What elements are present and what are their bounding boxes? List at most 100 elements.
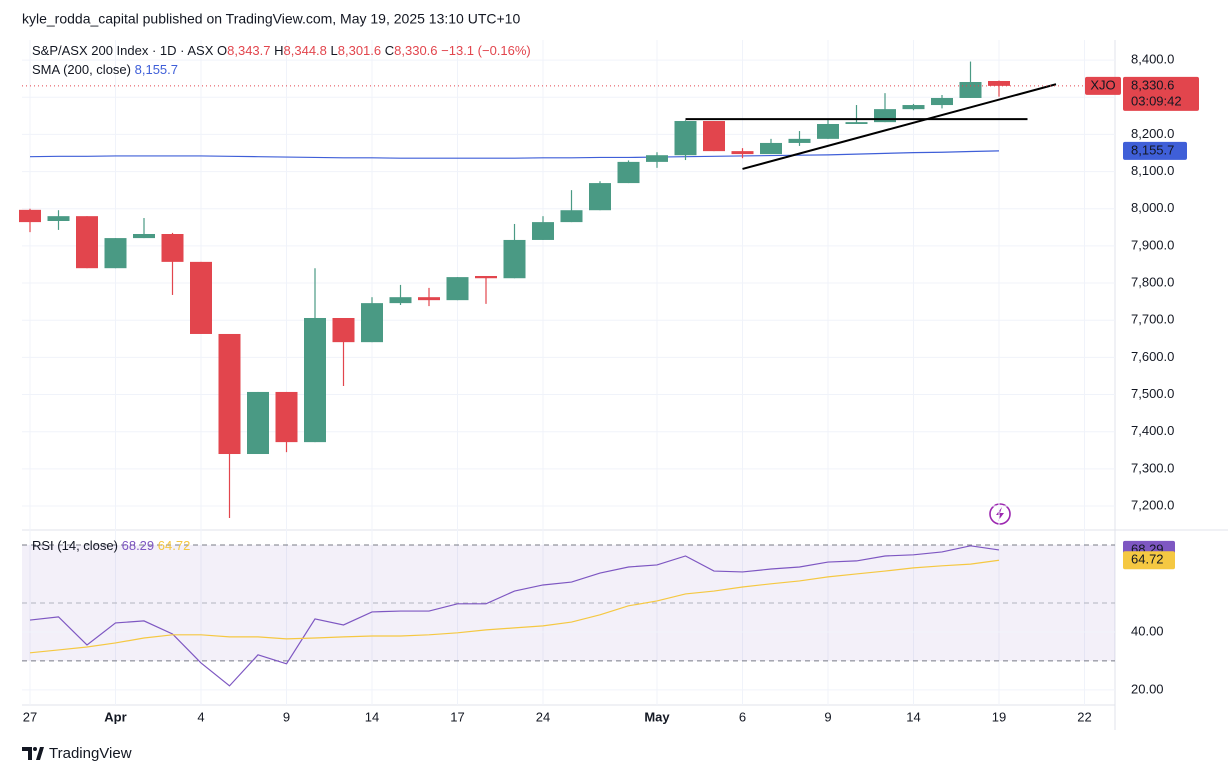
candle-body bbox=[931, 97, 953, 106]
x-tick-label: 22 bbox=[1077, 709, 1091, 724]
legend-key: C bbox=[385, 43, 394, 58]
rsi-badge bbox=[1123, 551, 1175, 570]
candle-body bbox=[731, 151, 754, 155]
y-tick-label: 7,800.0 bbox=[1131, 274, 1174, 289]
logo-mark bbox=[36, 747, 44, 760]
candle-body bbox=[874, 109, 896, 123]
candle-body bbox=[161, 234, 184, 262]
legend-title: S&P/ASX 200 Index · 1D · ASX bbox=[32, 43, 214, 58]
y-tick-label: 7,500.0 bbox=[1131, 386, 1174, 401]
candle-body bbox=[247, 391, 269, 455]
x-tick-label: 17 bbox=[450, 709, 464, 724]
x-tick-label: 24 bbox=[536, 709, 550, 724]
candle-body bbox=[760, 142, 782, 155]
y-tick-label: 7,400.0 bbox=[1131, 423, 1174, 438]
rsi-badge-text: 64.72 bbox=[1131, 552, 1164, 567]
alert-bolt[interactable] bbox=[996, 507, 1004, 521]
candle-body bbox=[133, 234, 155, 239]
candle-body bbox=[902, 105, 925, 110]
logo bbox=[22, 747, 44, 760]
legend-sma-value: 8,155.7 bbox=[135, 62, 178, 77]
candle-body bbox=[788, 138, 811, 143]
candle-body bbox=[503, 239, 526, 279]
candle-body bbox=[47, 216, 70, 221]
candle-body bbox=[845, 122, 868, 124]
x-tick-label: 19 bbox=[992, 709, 1006, 724]
candle-body bbox=[959, 81, 982, 98]
y-tick-label: 7,600.0 bbox=[1131, 349, 1174, 364]
x-tick-label: 9 bbox=[283, 709, 290, 724]
x-tick-label: 27 bbox=[23, 709, 37, 724]
y-tick-label: 7,200.0 bbox=[1131, 497, 1174, 512]
candle-body bbox=[560, 210, 583, 223]
candle-body bbox=[674, 121, 697, 156]
candle-body bbox=[589, 183, 611, 211]
candle-body bbox=[361, 303, 383, 343]
y-tick-label: 7,300.0 bbox=[1131, 460, 1174, 475]
trendline bbox=[742, 83, 1057, 170]
rsi-line bbox=[29, 559, 1000, 654]
rsi-legend-value: 68.29 bbox=[122, 538, 155, 553]
rsi-legend-value: 64.72 bbox=[158, 538, 191, 553]
legend-value: 8,344.8 bbox=[284, 43, 327, 58]
candle-body bbox=[190, 261, 212, 334]
candle-body bbox=[988, 80, 1010, 86]
candle-body bbox=[275, 391, 298, 443]
header: kyle_rodda_capital published on TradingV… bbox=[22, 11, 520, 27]
legend-change: −13.1 (−0.16%) bbox=[441, 43, 531, 58]
x-tick-label: 4 bbox=[197, 709, 204, 724]
legend-value: 8,343.7 bbox=[227, 43, 270, 58]
legend-value: 8,330.6 bbox=[394, 43, 437, 58]
candle-body bbox=[304, 317, 326, 443]
candle-body bbox=[646, 155, 668, 162]
candle-body bbox=[446, 277, 469, 301]
symbol-badge bbox=[1085, 76, 1121, 95]
candle-body bbox=[389, 297, 412, 304]
sma-badge bbox=[1123, 141, 1187, 160]
price-badge bbox=[1123, 76, 1199, 111]
candle-body bbox=[532, 222, 554, 240]
logo-dot bbox=[33, 747, 37, 751]
legend-sma-name: SMA (200, close) bbox=[32, 62, 131, 77]
x-tick-label: Apr bbox=[104, 709, 126, 724]
candle-body bbox=[104, 238, 127, 269]
y-tick-label: 8,400.0 bbox=[1131, 52, 1174, 67]
candle-body bbox=[332, 317, 355, 343]
x-tick-label: 6 bbox=[739, 709, 746, 724]
candle-body bbox=[817, 123, 839, 139]
legend-value: 8,301.6 bbox=[338, 43, 381, 58]
alert-icon[interactable] bbox=[989, 503, 1011, 525]
sma-badge-text: 8,155.7 bbox=[1131, 142, 1174, 157]
logo-mark bbox=[22, 747, 32, 760]
candle-body bbox=[703, 121, 725, 152]
alert-circle[interactable] bbox=[989, 503, 1011, 525]
symbol-badge-text: XJO bbox=[1090, 77, 1115, 92]
legend-key: L bbox=[331, 43, 338, 58]
candle-body bbox=[617, 161, 640, 184]
y-tick-label: 8,100.0 bbox=[1131, 163, 1174, 178]
candle-body bbox=[218, 333, 241, 455]
countdown-text: 03:09:42 bbox=[1131, 93, 1182, 108]
legend-key: O bbox=[217, 43, 227, 58]
legend-ohlc: S&P/ASX 200 Index · 1D · ASX O8,343.7 H8… bbox=[32, 43, 531, 58]
candle-body bbox=[475, 275, 497, 279]
y-tick-label: 7,900.0 bbox=[1131, 237, 1174, 252]
sma-line bbox=[29, 150, 1000, 159]
rsi-title: RSI (14, close) bbox=[32, 538, 118, 553]
footer-brand: TradingView bbox=[49, 745, 132, 762]
price-badge-text: 8,330.6 bbox=[1131, 77, 1174, 92]
y-tick-label: 7,700.0 bbox=[1131, 312, 1174, 327]
rsi-legend: RSI (14, close) 68.29 64.72 bbox=[32, 538, 190, 553]
candle-body bbox=[19, 209, 41, 223]
y-tick-label: 20.00 bbox=[1131, 681, 1164, 696]
x-tick-label: 14 bbox=[906, 709, 920, 724]
legend-sma: SMA (200, close) 8,155.7 bbox=[32, 62, 178, 77]
y-tick-label: 40.00 bbox=[1131, 623, 1164, 638]
x-tick-label: 9 bbox=[824, 709, 831, 724]
rsi-line bbox=[29, 545, 1000, 687]
y-tick-label: 8,000.0 bbox=[1131, 200, 1174, 215]
x-tick-label: 14 bbox=[365, 709, 379, 724]
